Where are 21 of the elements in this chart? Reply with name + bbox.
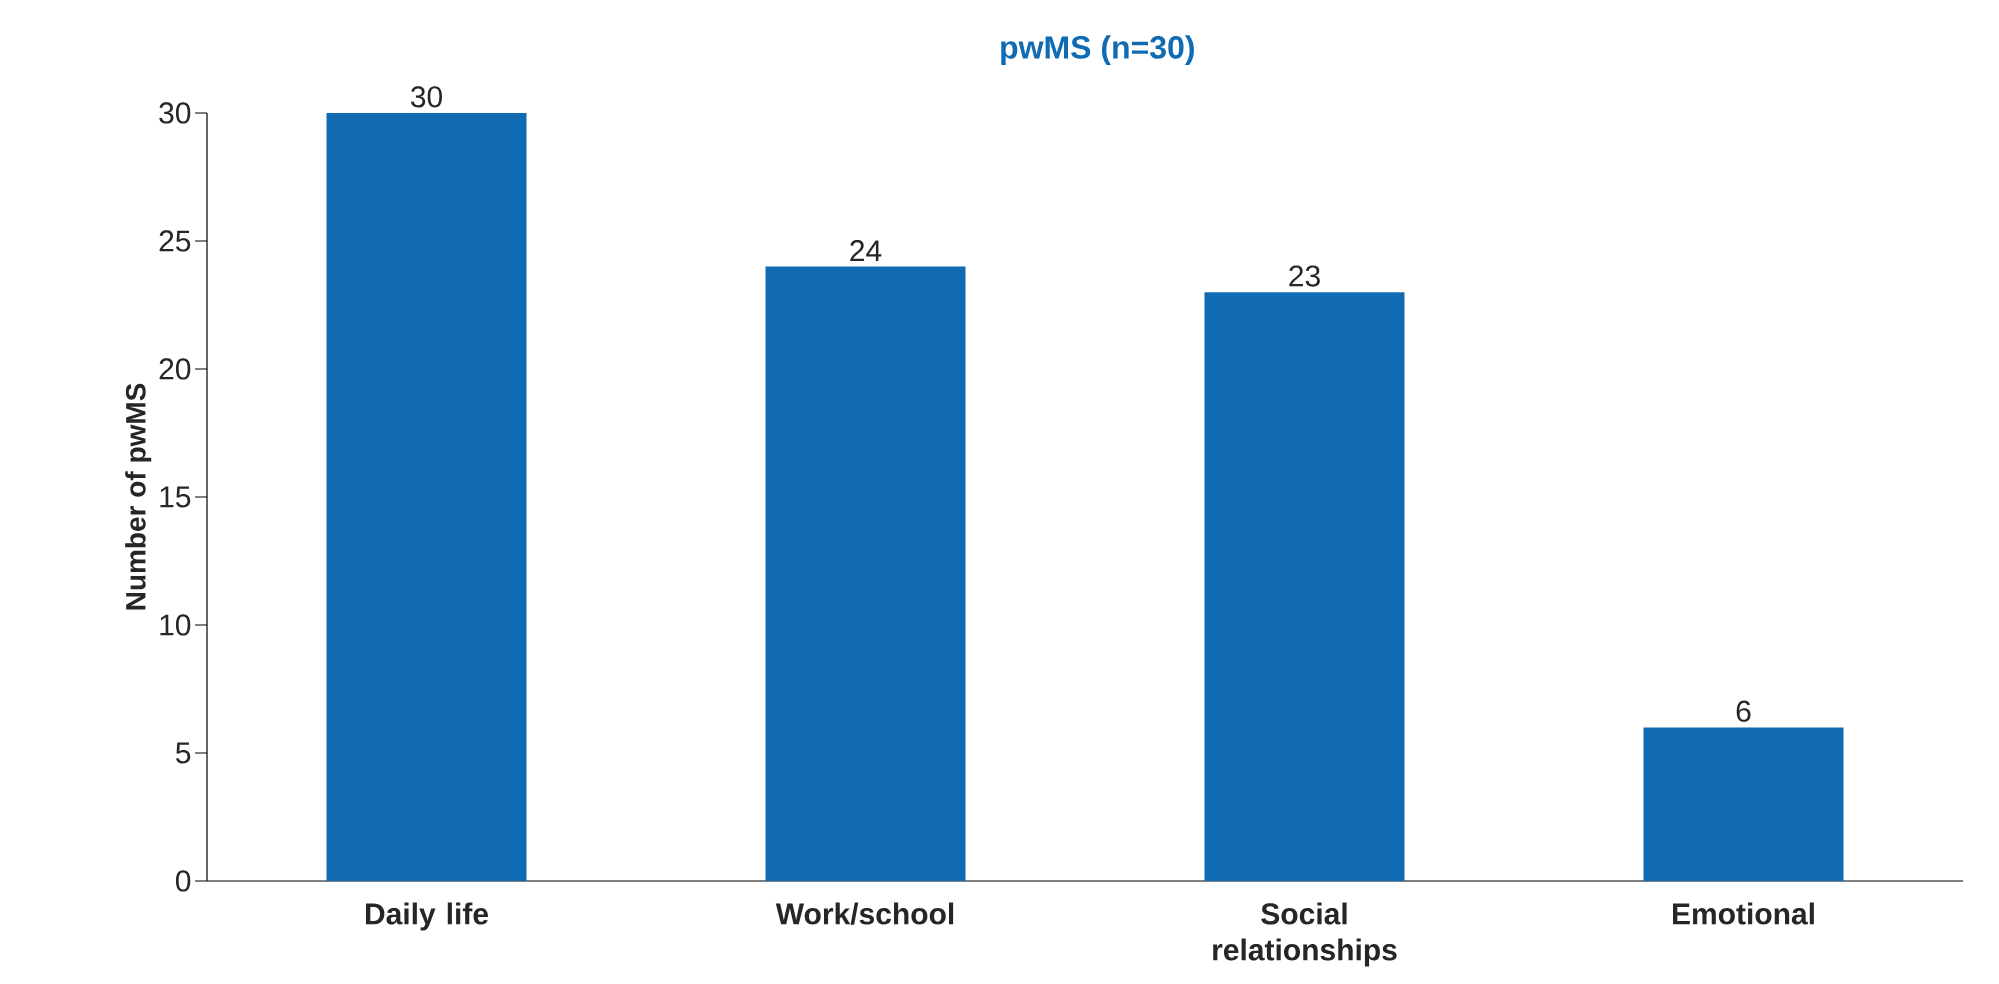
y-tick-label: 25 xyxy=(159,230,191,252)
x-tick-label: Daily life xyxy=(365,902,489,931)
y-tick-label: 30 xyxy=(159,102,191,124)
bar xyxy=(1643,727,1844,881)
y-tick-label: 0 xyxy=(175,870,191,892)
y-tick-label: 15 xyxy=(160,486,191,508)
y-tick-label: 5 xyxy=(176,742,191,764)
x-tick-label: Social relationships xyxy=(1213,902,1397,967)
chart-title: pwMS (n=30) xyxy=(1001,35,1194,66)
y-axis-title: Number of pwMS xyxy=(125,383,152,610)
data-label: 30 xyxy=(410,86,443,108)
x-tick-label: Emotional xyxy=(1673,902,1814,925)
data-label: 6 xyxy=(1736,700,1751,722)
bar xyxy=(326,112,527,881)
bar xyxy=(1204,292,1405,881)
y-tick-label: 10 xyxy=(160,614,191,636)
data-label: 24 xyxy=(850,240,882,262)
x-tick-label: Work/school xyxy=(775,902,954,925)
data-label: 23 xyxy=(1289,265,1320,287)
bar xyxy=(765,266,966,881)
y-tick-label: 20 xyxy=(159,358,191,380)
